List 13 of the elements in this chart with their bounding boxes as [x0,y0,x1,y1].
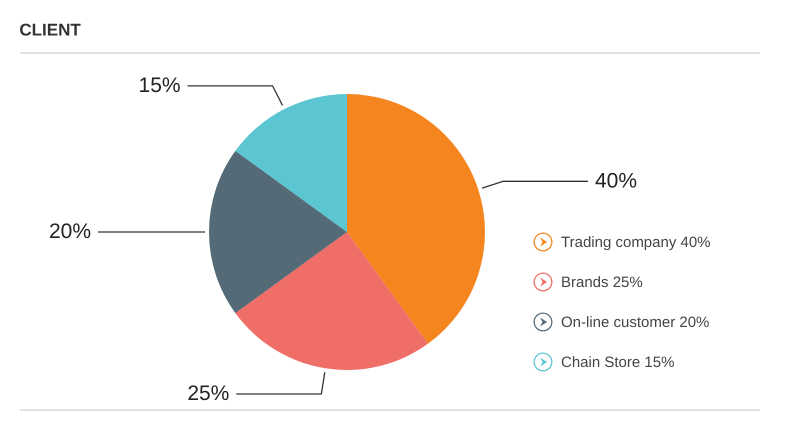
legend-label: Brands 25% [561,274,643,291]
data-label: 40% [594,169,638,192]
pie-slice [347,94,485,344]
data-label: 20% [48,220,91,243]
pie-slice [235,232,428,370]
legend-label: On-line customer 20% [561,314,710,331]
legend-label: Chain Store 15% [561,354,674,371]
pie-slice [209,150,347,314]
chart-title: CLIENT [19,20,82,40]
data-label: 25% [187,382,230,405]
legend-label: Trading company 40% [561,234,711,251]
pie-slice [235,94,347,232]
data-label: 15% [138,74,181,97]
